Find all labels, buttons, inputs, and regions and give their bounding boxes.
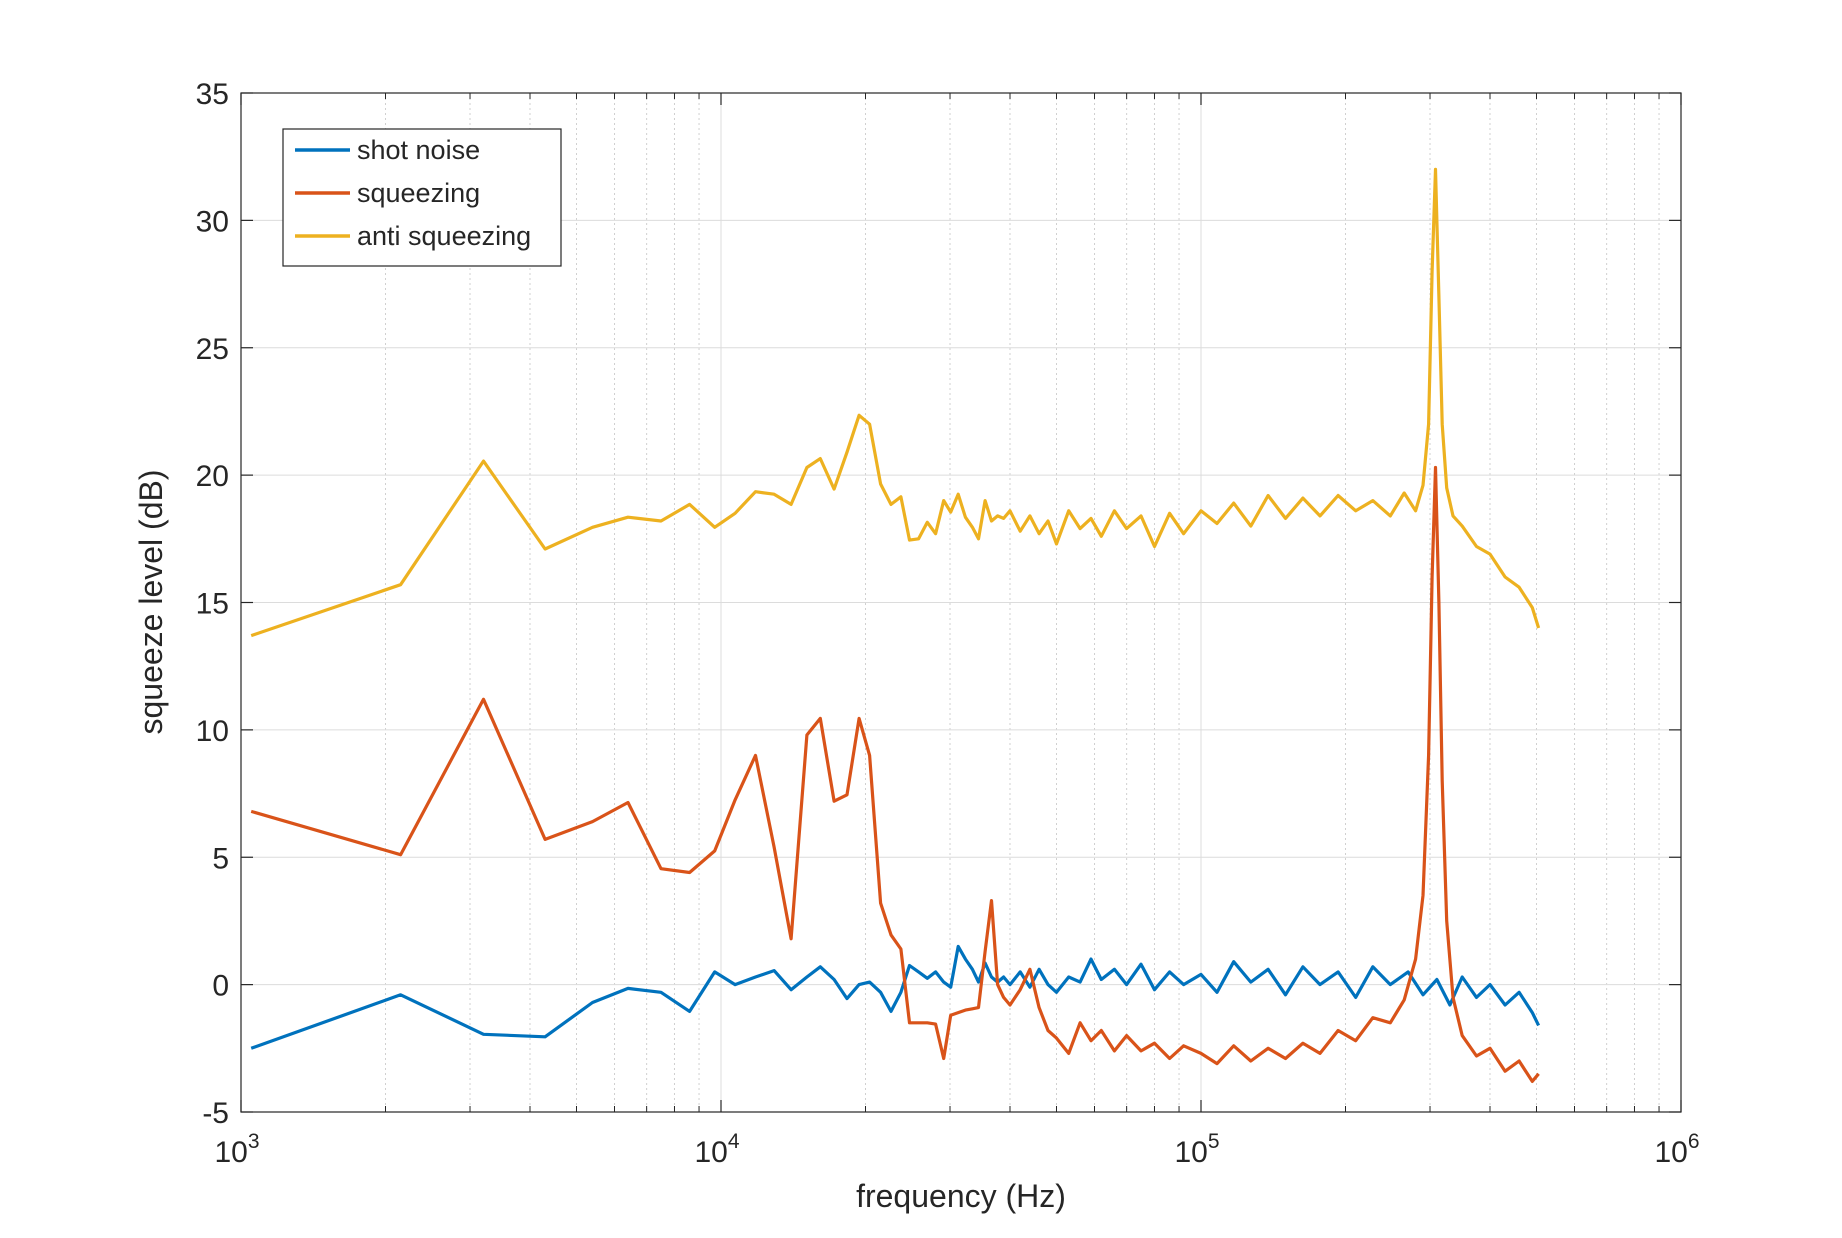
- legend: shot noise squeezing anti squeezing: [282, 128, 562, 267]
- series-line-squeezing: [250, 465, 1540, 1083]
- y-tick-label: 30: [196, 205, 229, 238]
- series-line-anti-squeezing: [250, 167, 1541, 638]
- legend-label: shot noise: [357, 135, 480, 165]
- series-layer: [250, 167, 1541, 1083]
- y-axis-label: squeeze level (dB): [133, 469, 169, 734]
- series-line-shot-noise: [250, 944, 1541, 1050]
- legend-label: anti squeezing: [357, 221, 531, 251]
- x-tick-label: 104: [694, 1130, 739, 1169]
- tick-labels: 103 104 105 106 -5 0 5 10 15 20 25 30 35: [196, 78, 1700, 1169]
- y-tick-label: 35: [196, 78, 229, 111]
- y-tick-label: 25: [196, 333, 229, 366]
- x-axis-label: frequency (Hz): [856, 1178, 1066, 1214]
- x-tick-label: 106: [1654, 1130, 1699, 1169]
- x-tick-label: 103: [214, 1130, 259, 1169]
- legend-box: [282, 128, 562, 267]
- y-tick-label: 10: [196, 715, 229, 748]
- y-tick-label: 15: [196, 588, 229, 621]
- y-tick-label: 5: [212, 842, 229, 875]
- legend-label: squeezing: [357, 178, 480, 208]
- y-tick-label: 0: [212, 970, 229, 1003]
- y-tick-label: 20: [196, 460, 229, 493]
- y-tick-label: -5: [202, 1097, 229, 1130]
- ticks: [240, 92, 1682, 1113]
- x-tick-label: 105: [1174, 1130, 1219, 1169]
